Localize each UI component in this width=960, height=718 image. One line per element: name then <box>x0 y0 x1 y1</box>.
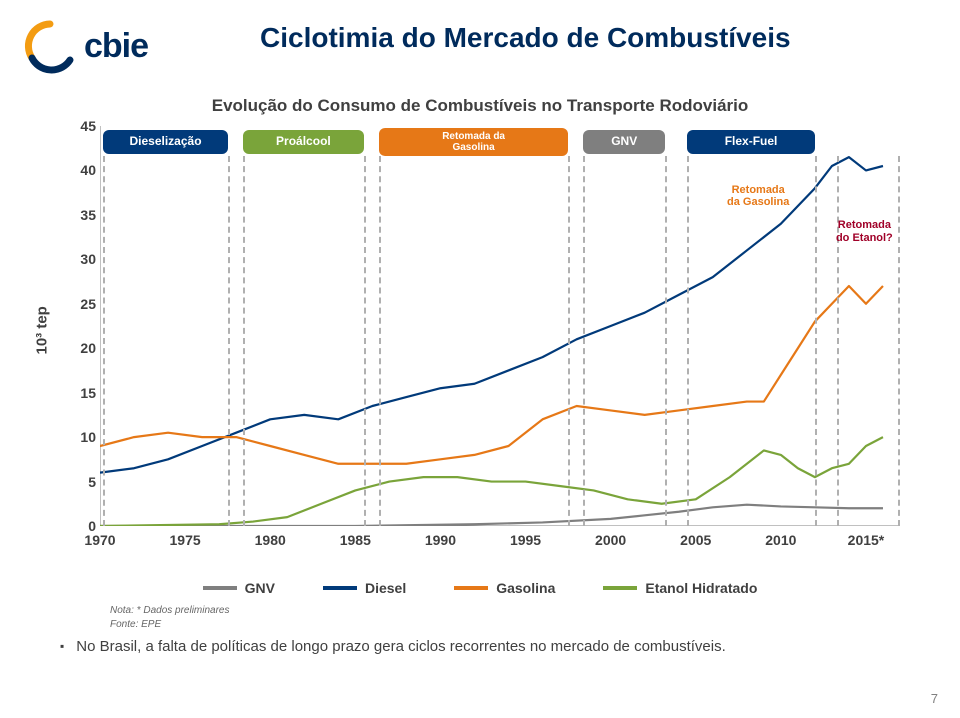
phase-divider <box>687 156 689 526</box>
chart-area: 10³ tep 05101520253035404519701975198019… <box>60 126 910 566</box>
chart-annotation: Retomadada Gasolina <box>727 184 789 209</box>
y-tick: 35 <box>70 207 96 223</box>
chart-legend: GNV Diesel Gasolina Etanol Hidratado <box>0 580 960 596</box>
legend-label: Gasolina <box>496 580 555 596</box>
phase-divider <box>898 156 900 526</box>
page-number: 7 <box>931 691 938 706</box>
bullet-text: No Brasil, a falta de políticas de longo… <box>76 636 726 657</box>
y-tick: 40 <box>70 162 96 178</box>
x-tick: 1985 <box>340 532 371 548</box>
bullet-point: ▪ No Brasil, a falta de políticas de lon… <box>60 636 912 657</box>
phase-divider <box>815 156 817 526</box>
legend-item: Diesel <box>323 580 406 596</box>
phase-divider <box>364 156 366 526</box>
legend-item: Etanol Hidratado <box>603 580 757 596</box>
footnote: Nota: * Dados preliminaresFonte: EPE <box>110 604 230 631</box>
legend-swatch <box>603 586 637 590</box>
bullet-icon: ▪ <box>60 639 64 653</box>
chart-subtitle: Evolução do Consumo de Combustíveis no T… <box>0 96 960 116</box>
x-tick: 1990 <box>425 532 456 548</box>
logo: cbie <box>22 18 148 74</box>
x-tick: 1980 <box>255 532 286 548</box>
y-tick: 45 <box>70 118 96 134</box>
legend-label: Etanol Hidratado <box>645 580 757 596</box>
legend-item: GNV <box>203 580 275 596</box>
legend-label: Diesel <box>365 580 406 596</box>
phase-divider <box>243 156 245 526</box>
legend-item: Gasolina <box>454 580 555 596</box>
phase-pill: Retomada daGasolina <box>379 128 568 156</box>
logo-mark <box>22 18 78 74</box>
legend-swatch <box>203 586 237 590</box>
x-tick: 2010 <box>765 532 796 548</box>
phase-divider <box>665 156 667 526</box>
phase-divider <box>583 156 585 526</box>
x-tick: 1975 <box>170 532 201 548</box>
logo-text: cbie <box>84 27 148 66</box>
phase-divider <box>568 156 570 526</box>
y-tick: 10 <box>70 429 96 445</box>
phase-divider <box>103 156 105 526</box>
phase-pill: Flex-Fuel <box>687 130 815 154</box>
legend-swatch <box>454 586 488 590</box>
y-tick: 25 <box>70 296 96 312</box>
y-tick: 15 <box>70 385 96 401</box>
y-tick: 5 <box>70 474 96 490</box>
page-title: Ciclotimia do Mercado de Combustíveis <box>260 22 791 54</box>
phase-divider <box>837 156 839 526</box>
chart-plot: 0510152025303540451970197519801985199019… <box>100 126 900 526</box>
x-tick: 1995 <box>510 532 541 548</box>
legend-label: GNV <box>245 580 275 596</box>
phase-pill: GNV <box>583 130 665 154</box>
y-tick: 30 <box>70 251 96 267</box>
y-axis-label: 10³ tep <box>34 306 51 354</box>
phase-divider <box>379 156 381 526</box>
phase-divider <box>228 156 230 526</box>
x-tick: 2000 <box>595 532 626 548</box>
x-tick: 2005 <box>680 532 711 548</box>
x-tick: 2015* <box>848 532 885 548</box>
y-tick: 20 <box>70 340 96 356</box>
legend-swatch <box>323 586 357 590</box>
phase-pill: Proálcool <box>243 130 364 154</box>
chart-annotation: Retomadado Etanol? <box>836 219 893 244</box>
phase-pill: Dieselização <box>103 130 227 154</box>
x-tick: 1970 <box>84 532 115 548</box>
